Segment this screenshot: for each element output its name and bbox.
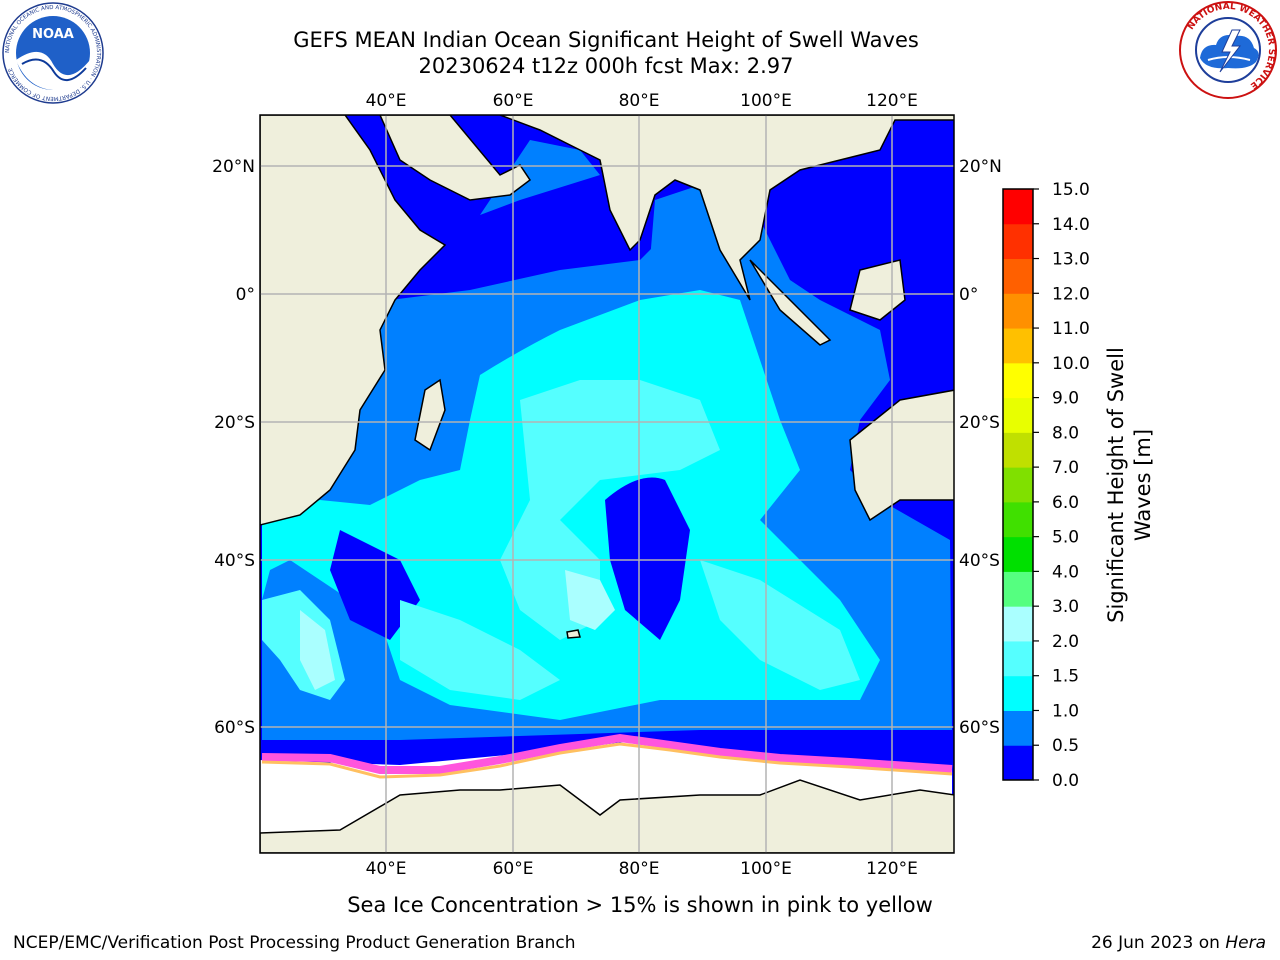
map-frame [259, 114, 955, 854]
swell-band-1p5-mid [400, 600, 560, 700]
noaa-logo-icon: NOAA NATIONAL OCEANIC AND ATMOSPHERIC AD… [2, 2, 104, 104]
kerguelen [566, 629, 581, 639]
colorbar-label-line2: Waves [m] [1131, 429, 1155, 541]
lon-tick-label: 100°E [740, 91, 792, 111]
lat-labels-left: 20°N 0° 20°S 40°S 60°S [212, 157, 255, 738]
colorbar-tick-label: 8.0 [1052, 423, 1079, 443]
lat-tick-label: 60°S [214, 718, 255, 738]
lat-tick-label: 20°N [212, 157, 255, 177]
colorbar-tick-label: 0.5 [1052, 736, 1079, 756]
colorbar-segment [1003, 501, 1033, 538]
run-host: Hera [1225, 933, 1266, 953]
colorbar-segment [1003, 710, 1033, 746]
lon-tick-label: 60°E [493, 91, 534, 111]
chart-title: GEFS MEAN Indian Ocean Significant Heigh… [293, 28, 919, 52]
lat-tick-label: 60°S [959, 718, 1000, 738]
swell-band-1p5-east [700, 560, 860, 690]
colorbar-segment [1003, 293, 1033, 329]
colorbar-segment [1003, 432, 1033, 468]
colorbar-label-line1: Significant Height of Swell [1104, 347, 1128, 623]
lat-tick-label: 20°S [214, 413, 255, 433]
lon-tick-label: 120°E [866, 91, 918, 111]
colorbar-segment [1003, 571, 1033, 607]
lon-tick-label: 80°E [619, 859, 660, 879]
colorbar-frame [1002, 188, 1034, 781]
colorbar-segment [1003, 328, 1033, 364]
colorbar-segment [1003, 536, 1033, 572]
colorbar-segment [1003, 606, 1033, 642]
lon-labels-top: 40°E 60°E 80°E 100°E 120°E [366, 91, 918, 111]
colorbar-tick-label: 6.0 [1052, 493, 1079, 513]
swell-band-2p0 [565, 570, 615, 630]
colorbar-segment [1003, 258, 1033, 294]
swell-band-0p5-north [480, 140, 600, 215]
lon-tick-label: 100°E [740, 859, 792, 879]
colorbar-segment [1003, 467, 1033, 503]
swell-low-core [605, 477, 690, 640]
colorbar-tick-label: 7.0 [1052, 458, 1079, 478]
colorbar-tick-label: 14.0 [1052, 215, 1090, 235]
graticule [260, 115, 954, 853]
national-weather-service-logo-icon: NATIONAL WEATHER SERVICE [1179, 1, 1277, 99]
lon-labels-bottom: 40°E 60°E 80°E 100°E 120°E [366, 859, 918, 879]
swell-band-1p5 [500, 380, 720, 640]
run-date: 26 Jun 2023 on Hera [1091, 933, 1266, 953]
colorbar-tick-label: 3.0 [1052, 597, 1079, 617]
map-field [260, 115, 954, 853]
colorbar-tick-label: 2.0 [1052, 632, 1079, 652]
noaa-logo-text: NOAA [32, 27, 74, 42]
lon-tick-label: 60°E [493, 859, 534, 879]
colorbar-tick-label: 13.0 [1052, 250, 1090, 270]
swell-low-west [330, 530, 420, 640]
swell-band-2p0-west [300, 610, 335, 690]
antarctica [260, 779, 954, 853]
run-date-text: 26 Jun 2023 on [1091, 933, 1226, 953]
arabia [379, 115, 532, 201]
sea-ice-note: Sea Ice Concentration > 15% is shown in … [347, 893, 933, 917]
lat-labels-right: 20°N 0° 20°S 40°S 60°S [959, 157, 1002, 738]
lon-tick-label: 80°E [619, 91, 660, 111]
madagascar [414, 378, 446, 452]
lon-tick-label: 40°E [366, 859, 407, 879]
colorbar-segment [1003, 397, 1033, 433]
colorbar-tick-label: 4.0 [1052, 562, 1079, 582]
sea-ice-edge [261, 733, 953, 774]
colorbar-tick-label: 5.0 [1052, 528, 1079, 548]
colorbar-label: Significant Height of Swell Waves [m] [1104, 347, 1155, 623]
lat-tick-label: 20°S [959, 413, 1000, 433]
lat-tick-label: 40°S [214, 551, 255, 571]
colorbar-tick-label: 10.0 [1052, 354, 1090, 374]
colorbar-tick-label: 0.0 [1052, 771, 1079, 791]
chart-subtitle: 20230624 t12z 000h fcst Max: 2.97 [418, 54, 794, 78]
producer-credit: NCEP/EMC/Verification Post Processing Pr… [13, 933, 576, 953]
colorbar-segment [1003, 675, 1033, 711]
lat-tick-label: 40°S [959, 551, 1000, 571]
colorbar-tick-label: 1.0 [1052, 701, 1079, 721]
colorbar: 0.0 0.5 1.0 1.5 2.0 3.0 4.0 5.0 6.0 7.0 8.0 9.0 10.0… [1002, 180, 1090, 791]
colorbar-segment [1003, 745, 1033, 781]
colorbar-segment [1003, 640, 1033, 677]
sea-ice-edge-inner [261, 742, 953, 779]
india-asia [499, 115, 954, 301]
colorbar-segment [1003, 362, 1033, 399]
lat-tick-label: 20°N [959, 157, 1002, 177]
colorbar-tick-label: 9.0 [1052, 389, 1079, 409]
colorbar-segment [1003, 189, 1033, 225]
lon-tick-label: 120°E [866, 859, 918, 879]
lat-tick-label: 0° [236, 285, 255, 305]
colorbar-tick-label: 11.0 [1052, 319, 1090, 339]
colorbar-tick-label: 12.0 [1052, 284, 1090, 304]
colorbar-tick-label: 1.5 [1052, 667, 1079, 687]
lat-tick-label: 0° [959, 285, 978, 305]
colorbar-segment [1003, 223, 1033, 260]
lon-tick-label: 40°E [366, 91, 407, 111]
colorbar-tick-label: 15.0 [1052, 180, 1090, 200]
